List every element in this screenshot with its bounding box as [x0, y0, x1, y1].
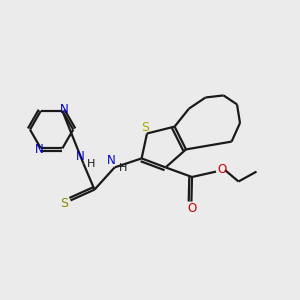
Text: H: H [119, 163, 127, 173]
Text: S: S [61, 197, 68, 210]
Text: O: O [188, 202, 196, 215]
Text: N: N [59, 103, 68, 116]
Text: S: S [142, 121, 149, 134]
Text: N: N [75, 150, 84, 164]
Text: N: N [35, 143, 44, 156]
Text: H: H [87, 159, 95, 169]
Text: N: N [107, 154, 116, 167]
Text: O: O [218, 163, 226, 176]
